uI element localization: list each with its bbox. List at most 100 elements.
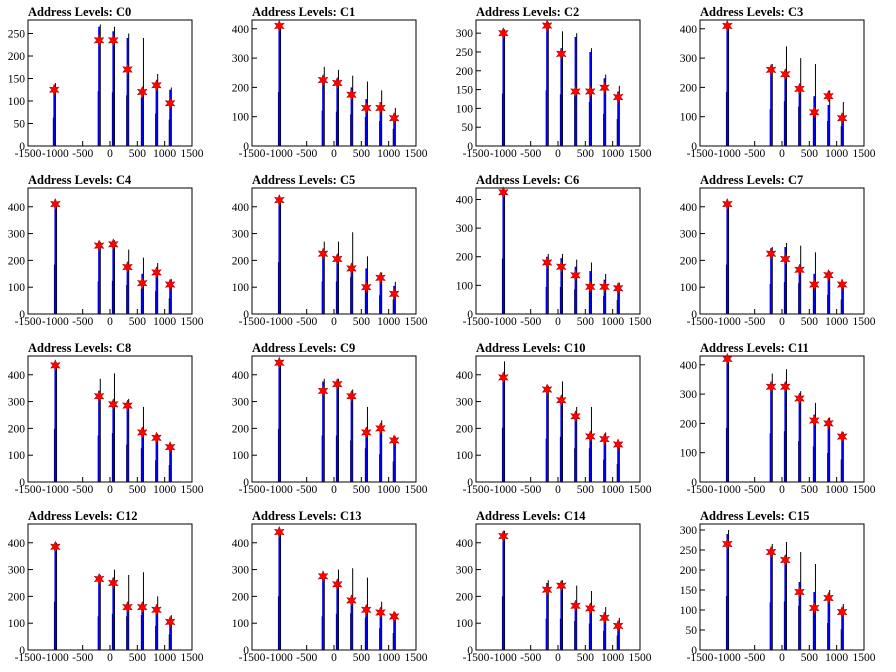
peak-marker-star <box>136 276 148 290</box>
peak-marker-star <box>808 278 820 291</box>
x-tick-label: 1500 <box>405 148 428 160</box>
histogram-peak-blue <box>155 435 158 482</box>
x-tick-label: -1000 <box>266 316 293 328</box>
peak-marker-star <box>569 409 581 423</box>
histogram-peak-blue <box>126 265 129 314</box>
chart-panel: Address Levels: C12 0 100 200 300 400 -1500 -10… <box>8 509 204 664</box>
peak-marker-star <box>836 278 848 291</box>
histogram-peak-blue <box>574 601 577 650</box>
peak-marker-star <box>345 88 357 101</box>
x-tick-label: -1000 <box>42 484 69 496</box>
x-tick-label: 500 <box>129 316 147 328</box>
y-tick-label: 400 <box>456 194 474 206</box>
histogram-peak-blue <box>278 27 281 147</box>
x-tick-label: 0 <box>331 484 337 496</box>
peak-marker-star <box>541 19 553 32</box>
x-tick-label: -1000 <box>266 148 293 160</box>
histogram-peak-blue <box>770 248 772 314</box>
peak-marker-star <box>164 440 176 454</box>
peak-marker-star <box>374 271 386 285</box>
histogram-peak-blue <box>827 596 830 650</box>
histogram-peak-blue <box>798 265 801 314</box>
x-tick-label: 1500 <box>405 484 428 496</box>
peak-marker-star <box>317 247 329 260</box>
histogram-peak-blue <box>350 264 353 314</box>
y-tick-label: 200 <box>8 255 26 267</box>
chart-title: Address Levels: C10 <box>476 341 586 355</box>
x-tick-label: -1500 <box>687 148 714 160</box>
histogram-peak-blue <box>155 85 158 146</box>
histogram-peak-blue <box>726 363 729 482</box>
x-tick-label: 0 <box>107 652 113 664</box>
histogram-peak-blue <box>126 402 129 482</box>
peak-marker-star <box>765 63 777 77</box>
x-tick-label: -1000 <box>490 148 517 160</box>
chart-title: Address Levels: C7 <box>700 173 803 187</box>
peak-marker-star <box>49 197 61 211</box>
chart-title: Address Levels: C8 <box>28 341 131 355</box>
x-tick-label: 1000 <box>377 652 400 664</box>
histogram-peak-blue <box>54 205 57 314</box>
histogram-peak-blue <box>365 428 368 482</box>
y-tick-label: 0 <box>19 477 25 489</box>
x-tick-label: 500 <box>577 316 595 328</box>
y-tick-label: 0 <box>467 477 473 489</box>
x-tick-label: 1500 <box>853 316 876 328</box>
histogram-peak-blue <box>365 99 368 146</box>
y-tick-label: 0 <box>19 141 25 153</box>
peak-marker-star <box>793 392 805 405</box>
y-tick-label: 400 <box>680 360 698 372</box>
plot-frame <box>27 523 193 651</box>
x-tick-label: -1000 <box>42 316 69 328</box>
plot-frame <box>475 187 641 315</box>
histogram-peak-blue <box>726 205 729 314</box>
histogram-peak-blue <box>784 72 787 146</box>
y-tick-label: 400 <box>8 202 26 214</box>
peak-marker-star <box>93 33 105 47</box>
histogram-peak-blue <box>126 604 129 650</box>
x-tick-label: 0 <box>107 316 113 328</box>
histogram-peak-blue <box>336 255 339 314</box>
y-tick-label: 100 <box>456 618 474 630</box>
histogram-peak-blue <box>770 548 772 650</box>
y-tick-label: 400 <box>232 24 250 36</box>
x-tick-label: -1000 <box>490 316 517 328</box>
histogram-peak-blue <box>784 246 787 314</box>
y-tick-label: 0 <box>19 645 25 657</box>
plot-frame <box>27 187 193 315</box>
histogram-peak-blue <box>350 87 353 146</box>
x-tick-label: 500 <box>577 148 595 160</box>
peak-marker-star <box>150 603 162 617</box>
y-tick-label: 200 <box>232 591 250 603</box>
histogram-peak-blue <box>546 582 548 650</box>
peak-marker-star <box>360 603 372 617</box>
x-tick-label: -1500 <box>15 652 42 664</box>
histogram-peak-blue <box>98 242 100 314</box>
x-tick-label: 500 <box>577 652 595 664</box>
x-tick-label: 1000 <box>601 484 624 496</box>
y-tick-label: 200 <box>456 591 474 603</box>
chart-title: Address Levels: C5 <box>252 173 355 187</box>
x-tick-label: 1000 <box>825 148 848 160</box>
peak-marker-star <box>721 19 733 33</box>
peak-marker-star <box>721 537 733 551</box>
histogram-peak-blue <box>155 607 158 650</box>
peak-marker-star <box>93 572 105 586</box>
x-tick-label: -1000 <box>42 148 69 160</box>
peak-marker-star <box>598 280 610 294</box>
peak-marker-star <box>121 600 133 614</box>
x-tick-label: 0 <box>779 316 785 328</box>
y-tick-label: 300 <box>456 397 474 409</box>
x-tick-label: 1000 <box>153 316 176 328</box>
peak-marker-star <box>360 426 372 439</box>
y-tick-label: 300 <box>232 53 250 65</box>
x-tick-label: 0 <box>555 652 561 664</box>
y-tick-label: 200 <box>456 423 474 435</box>
peak-marker-star <box>345 262 357 275</box>
peak-marker-star <box>823 591 834 605</box>
chart-title: Address Levels: C3 <box>700 5 803 19</box>
histogram-peak-blue <box>798 394 801 482</box>
histogram-peak-blue <box>98 390 100 482</box>
peak-marker-star <box>569 85 581 98</box>
x-tick-label: 1000 <box>377 484 400 496</box>
